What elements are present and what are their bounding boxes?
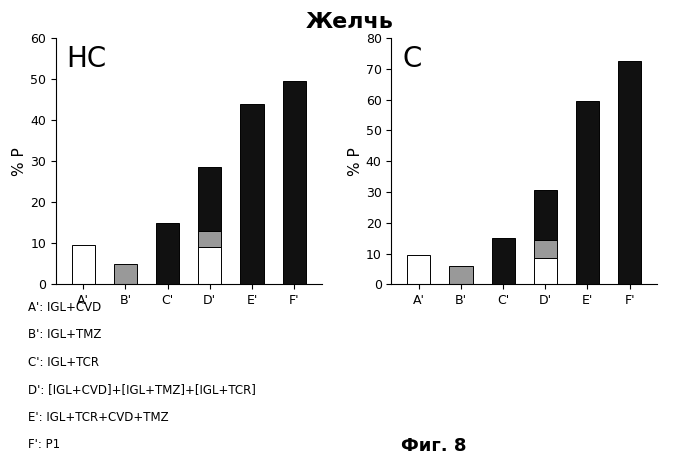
Text: Желчь: Желчь [305, 12, 394, 32]
Text: C': IGL+TCR: C': IGL+TCR [28, 356, 99, 369]
Y-axis label: % Р: % Р [13, 147, 27, 175]
Bar [618, 61, 641, 284]
Bar [240, 104, 264, 284]
Text: A': IGL+CVD: A': IGL+CVD [28, 301, 101, 314]
Text: НС: НС [66, 46, 107, 73]
Bar [576, 101, 599, 284]
Bar [534, 258, 557, 284]
Bar [408, 255, 431, 284]
Bar [449, 266, 473, 284]
Bar [491, 238, 514, 284]
Text: B': IGL+TMZ: B': IGL+TMZ [28, 328, 101, 341]
Bar [534, 191, 557, 240]
Text: С: С [402, 46, 421, 73]
Bar [114, 264, 137, 284]
Bar [156, 223, 179, 284]
Bar [199, 247, 222, 284]
Text: Фиг. 8: Фиг. 8 [401, 437, 466, 455]
Text: D': [IGL+CVD]+[IGL+TMZ]+[IGL+TCR]: D': [IGL+CVD]+[IGL+TMZ]+[IGL+TCR] [28, 383, 256, 396]
Y-axis label: % Р: % Р [348, 147, 363, 175]
Bar [534, 240, 557, 258]
Bar [282, 81, 305, 284]
Bar [199, 167, 222, 231]
Bar [199, 231, 222, 247]
Bar [72, 246, 95, 284]
Text: E': IGL+TCR+CVD+TMZ: E': IGL+TCR+CVD+TMZ [28, 411, 168, 424]
Text: F': P1: F': P1 [28, 438, 60, 451]
